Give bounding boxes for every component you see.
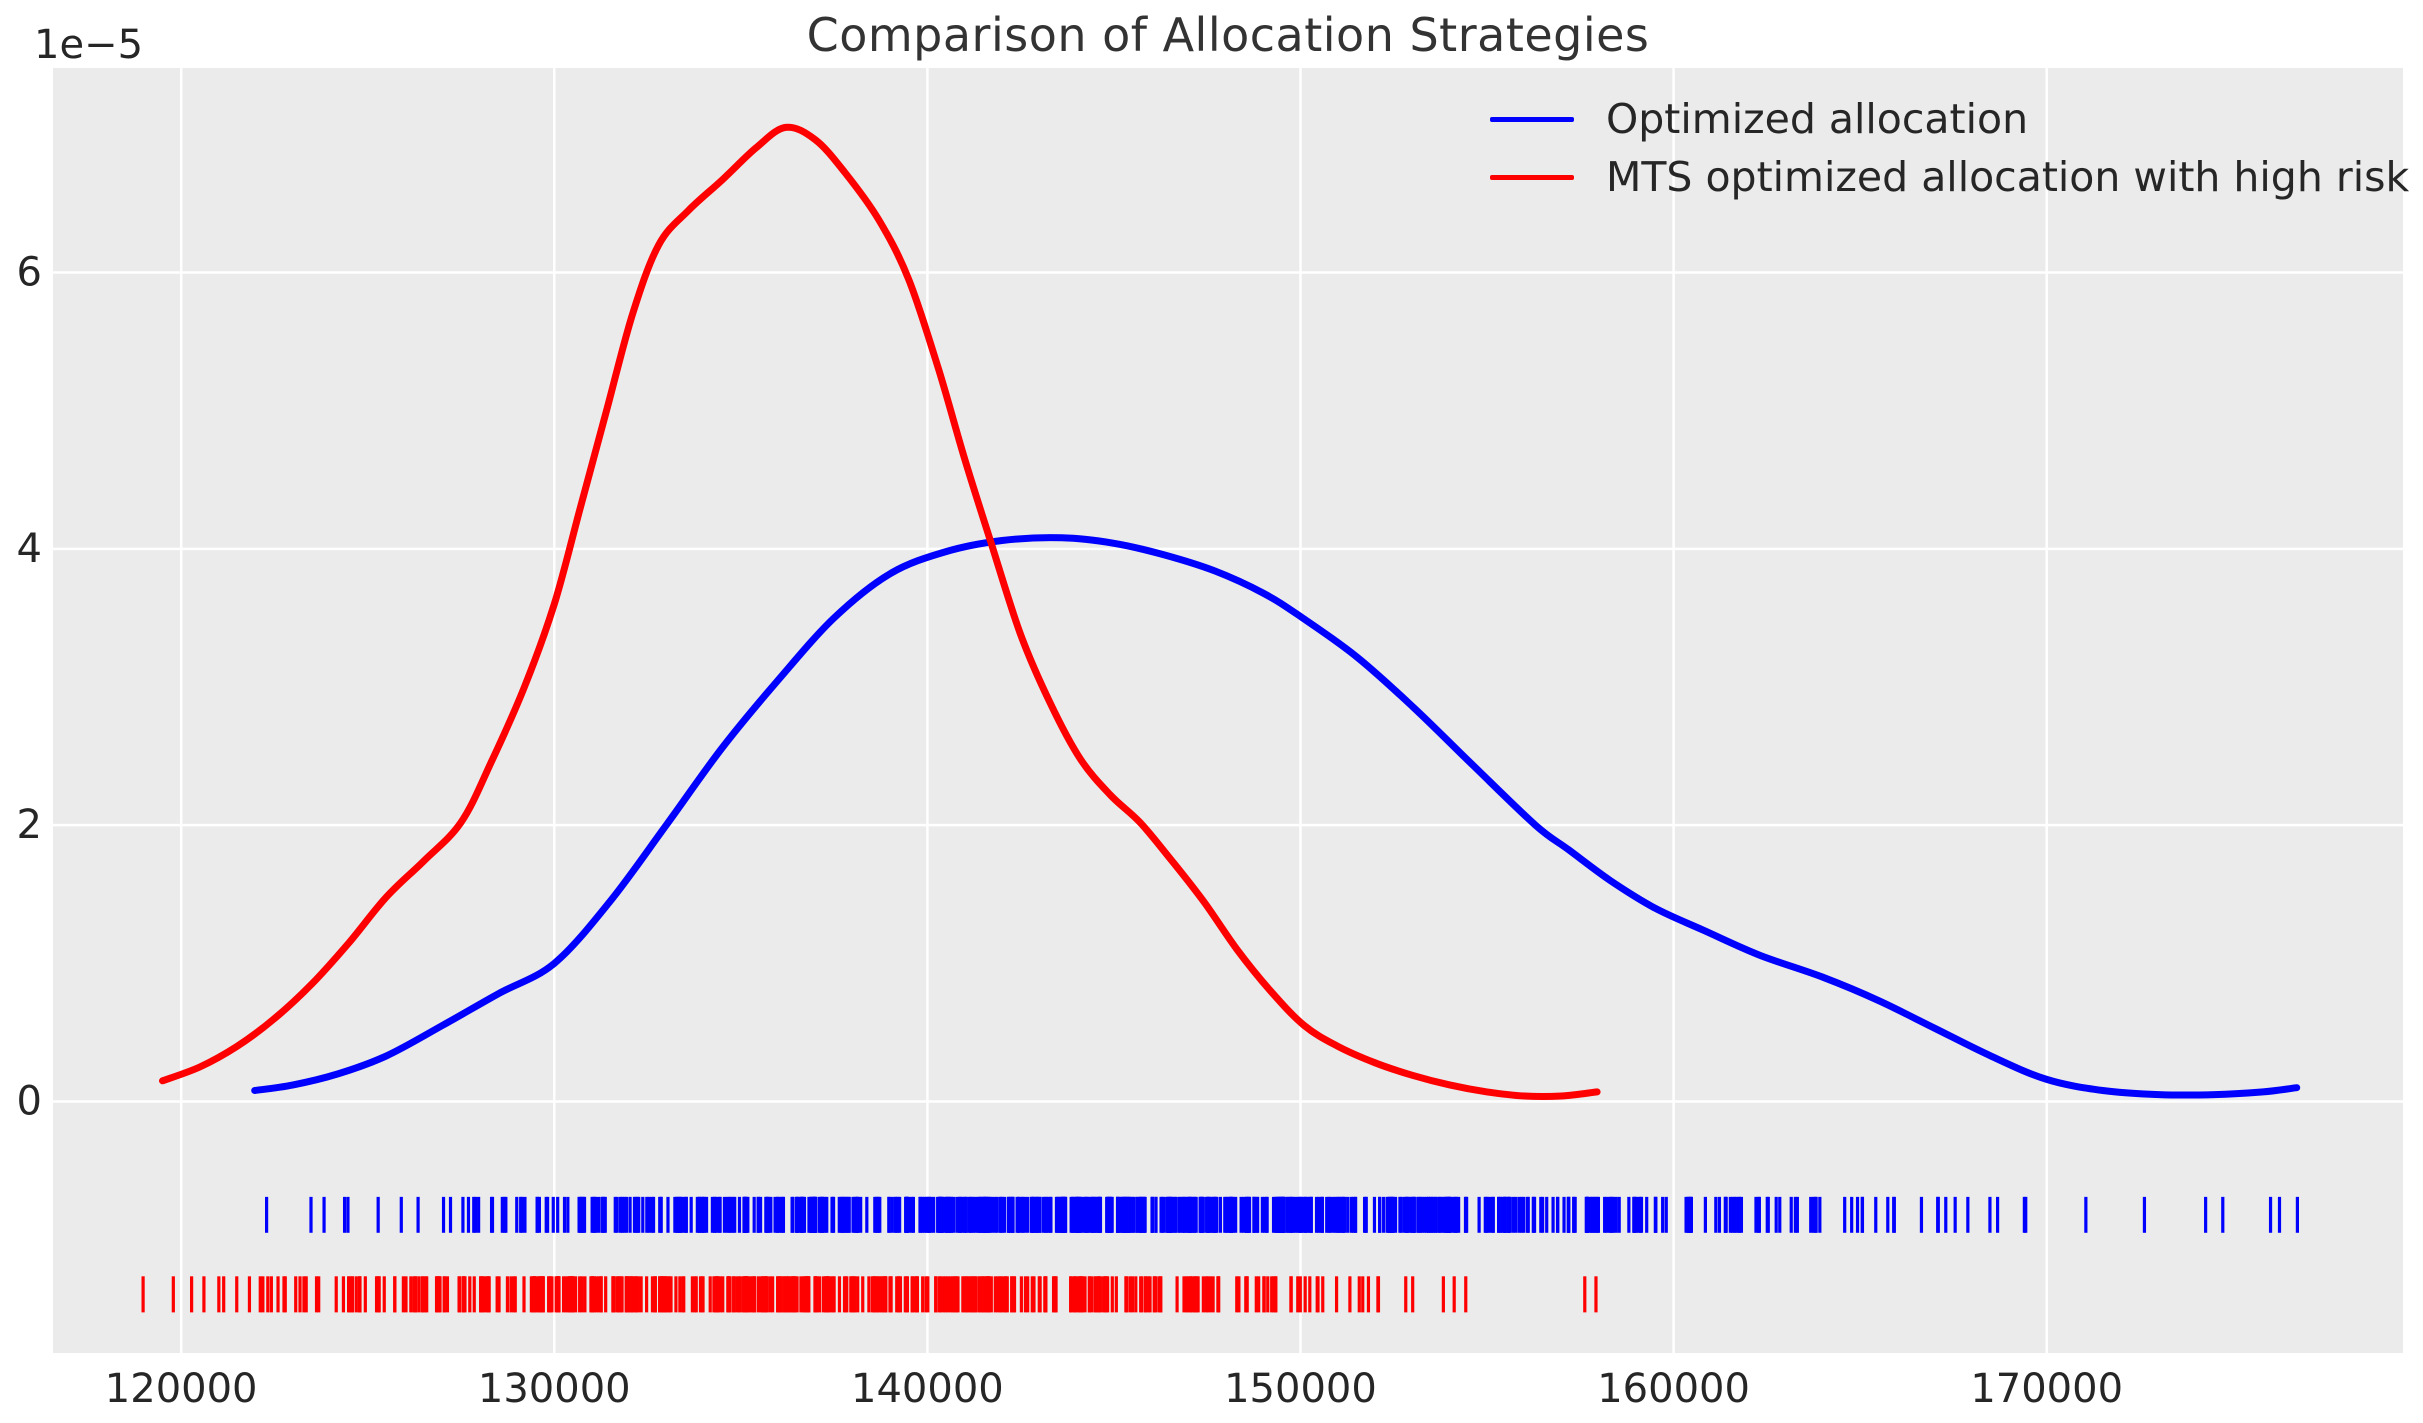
x-tick-label-120000: 120000 bbox=[105, 1366, 258, 1412]
y-tick-label-0: 0 bbox=[17, 1079, 42, 1125]
chart-title: Comparison of Allocation Strategies bbox=[806, 8, 1650, 62]
legend-item-optimized: Optimized allocation bbox=[1490, 90, 2409, 148]
y-axis-offset-label: 1e−5 bbox=[34, 22, 144, 68]
plot-background bbox=[53, 68, 2403, 1353]
legend-item-mts: MTS optimized allocation with high risk bbox=[1490, 148, 2409, 206]
y-tick-label-4: 4 bbox=[17, 526, 42, 572]
legend-line-blue-icon bbox=[1490, 116, 1574, 122]
x-tick-label-160000: 160000 bbox=[1597, 1366, 1750, 1412]
legend-label-optimized: Optimized allocation bbox=[1606, 95, 2029, 143]
kde-curve-mts-high-risk bbox=[159, 123, 1601, 1101]
legend: Optimized allocation MTS optimized alloc… bbox=[1490, 90, 2409, 206]
x-tick-label-170000: 170000 bbox=[1970, 1366, 2123, 1412]
y-tick-label-2: 2 bbox=[17, 802, 42, 848]
x-tick-label-140000: 140000 bbox=[851, 1366, 1004, 1412]
legend-line-red-icon bbox=[1490, 174, 1574, 180]
legend-label-mts: MTS optimized allocation with high risk bbox=[1606, 153, 2410, 201]
x-tick-label-150000: 150000 bbox=[1224, 1366, 1377, 1412]
x-tick-label-130000: 130000 bbox=[478, 1366, 631, 1412]
y-tick-label-6: 6 bbox=[17, 249, 42, 295]
kde-curve-optimized bbox=[251, 534, 2301, 1099]
